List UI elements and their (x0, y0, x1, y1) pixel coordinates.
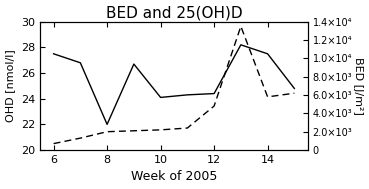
Y-axis label: OHD [nmol/l]: OHD [nmol/l] (6, 50, 15, 122)
Y-axis label: BED [J/m²]: BED [J/m²] (354, 57, 363, 115)
Title: BED and 25(OH)D: BED and 25(OH)D (106, 5, 242, 21)
X-axis label: Week of 2005: Week of 2005 (131, 170, 217, 184)
